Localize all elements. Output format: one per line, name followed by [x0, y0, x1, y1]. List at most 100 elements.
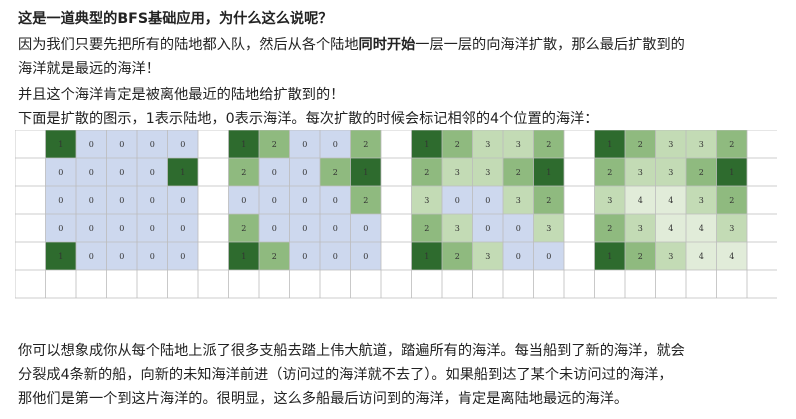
cell-value: 3 [699, 196, 704, 205]
cell-value: 3 [485, 168, 490, 177]
grid-cell [686, 158, 717, 186]
explanation-line: 海洋就是最远的海洋！ [18, 61, 160, 77]
grid-cell [411, 158, 442, 186]
cell-value: 4 [638, 196, 643, 205]
grid-cell [320, 186, 351, 214]
grid-cell [411, 242, 442, 270]
explanation-line: 并且这个海洋肯定是被离他最近的陆地给扩散到的！ [18, 87, 345, 103]
grid-cell [655, 186, 686, 214]
grid-cell [167, 158, 198, 186]
cell-value: 2 [729, 196, 734, 205]
grid-cell [716, 214, 747, 242]
cell-value: 0 [333, 140, 338, 149]
grid-cell [259, 158, 290, 186]
cell-value: 0 [150, 196, 155, 205]
cell-value: 0 [89, 140, 94, 149]
cell-value: 0 [58, 168, 63, 177]
cell-value: 3 [516, 140, 521, 149]
cell-value: 0 [58, 196, 63, 205]
cell-value: 0 [272, 168, 277, 177]
cell-value: 2 [363, 140, 368, 149]
grid-cell [442, 242, 473, 270]
cell-value: 3 [607, 196, 612, 205]
cell-value: 1 [607, 252, 612, 261]
grid-cell [625, 214, 656, 242]
grid-cell [76, 214, 107, 242]
grid-cell [594, 130, 625, 158]
cell-value: 0 [180, 140, 185, 149]
grid-cell [503, 186, 534, 214]
cell-value: 0 [89, 252, 94, 261]
cell-value: 3 [455, 224, 460, 233]
cell-value: 2 [699, 168, 704, 177]
grid-cell [716, 158, 747, 186]
grid-cell [167, 130, 198, 158]
cell-value: 3 [638, 168, 643, 177]
grid-cell [167, 186, 198, 214]
text-run: 一层一层的向海洋扩散，那么最后扩散到的 [415, 37, 685, 53]
cell-value: 0 [119, 252, 124, 261]
cell-value: 3 [424, 196, 429, 205]
grid-cell [411, 130, 442, 158]
cell-value: 0 [180, 224, 185, 233]
grid-cell [259, 186, 290, 214]
cell-value: 2 [516, 168, 521, 177]
cell-value: 2 [272, 252, 277, 261]
cell-value: 0 [180, 196, 185, 205]
grid-cell [106, 186, 137, 214]
grid-cell [533, 186, 564, 214]
grid-cell [716, 186, 747, 214]
cell-value: 4 [729, 252, 734, 261]
grid-cell [472, 130, 503, 158]
cell-value: 0 [455, 196, 460, 205]
grid-cell [472, 242, 503, 270]
grid-cell [686, 214, 717, 242]
grid-cell [320, 158, 351, 186]
cell-value: 0 [119, 168, 124, 177]
grid-cell [625, 242, 656, 270]
bold-phrase: 同时开始 [358, 37, 416, 53]
cell-value: 0 [241, 196, 246, 205]
grid-cell [289, 242, 320, 270]
grid-cell [716, 130, 747, 158]
grid-cell [289, 130, 320, 158]
cell-value: 0 [302, 252, 307, 261]
grid-cell [289, 186, 320, 214]
grid-cell [716, 242, 747, 270]
grid-cell [625, 186, 656, 214]
grid-cell [594, 242, 625, 270]
cell-value: 3 [638, 224, 643, 233]
cell-value: 2 [455, 140, 460, 149]
analogy-line: 那他们是第一个到这片海洋的。很明显，这么多船最后访问到的海洋，肯定是离陆地最远的… [18, 391, 629, 407]
cell-value: 1 [180, 168, 185, 177]
grid-cell [228, 214, 259, 242]
grid-cell [442, 214, 473, 242]
cell-value: 0 [546, 252, 551, 261]
grid-cell [625, 130, 656, 158]
cell-value: 0 [180, 252, 185, 261]
explanation-line: 因为我们只要先把所有的陆地都入队，然后从各个陆地同时开始一层一层的向海洋扩散，那… [18, 34, 685, 54]
grid-cell [411, 214, 442, 242]
grid-cell [167, 242, 198, 270]
grid-cell [76, 242, 107, 270]
grid-cell [259, 214, 290, 242]
cell-value: 4 [668, 196, 673, 205]
cell-value: 2 [241, 168, 246, 177]
cell-value: 3 [699, 140, 704, 149]
grid-cell [320, 214, 351, 242]
grid-cell [472, 186, 503, 214]
grid-cell [137, 214, 168, 242]
cell-value: 0 [485, 196, 490, 205]
cell-value: 0 [272, 196, 277, 205]
cell-value: 2 [546, 196, 551, 205]
cell-value: 2 [363, 196, 368, 205]
grid-cell [45, 158, 76, 186]
cell-value: 0 [119, 196, 124, 205]
cell-value: 0 [119, 140, 124, 149]
analogy-line: 分裂成4条新的船，向新的未知海洋前进（访问过的海洋就不去了）。如果船到达了某个未… [18, 367, 673, 383]
cell-value: 1 [424, 140, 429, 149]
cell-value: 0 [58, 224, 63, 233]
cell-value: 0 [150, 224, 155, 233]
cell-value: 1 [241, 252, 246, 261]
bfs-diffusion-figure: 1 0 0 0 0 0 0 0 0 1 0 0 0 0 0 0 0 0 0 0 1 0 0 0 0 1 2 0 0 2 2 0 0 2 1 0 0 0 0 2… [15, 130, 777, 299]
